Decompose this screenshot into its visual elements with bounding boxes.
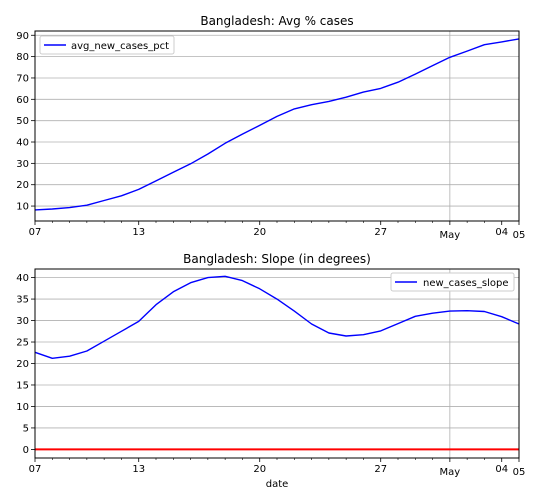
chart-slope: Bangladesh: Slope (in degrees) 051015202… xyxy=(16,252,525,490)
x-axis-label: date xyxy=(266,479,289,490)
legend: new_cases_slope xyxy=(390,272,515,292)
x-tick-label: May xyxy=(440,467,461,478)
chart-title: Bangladesh: Slope (in degrees) xyxy=(183,252,371,266)
y-tick-label: 5 xyxy=(23,423,29,434)
y-tick-label: 60 xyxy=(16,95,29,106)
y-tick-label: 30 xyxy=(16,316,29,327)
x-tick-label: 05 xyxy=(513,467,526,478)
y-tick-label: 70 xyxy=(16,73,29,84)
y-tick-label: 30 xyxy=(16,159,29,170)
chart-title: Bangladesh: Avg % cases xyxy=(200,14,353,28)
x-tick-label: 04 xyxy=(495,227,508,238)
y-tick-label: 0 xyxy=(23,445,29,456)
x-tick-label: 13 xyxy=(132,464,145,475)
y-tick-label: 15 xyxy=(16,380,29,391)
y-tick-label: 25 xyxy=(16,338,29,349)
legend-label-new-cases-slope: new_cases_slope xyxy=(423,278,508,289)
chart-avg-cases: Bangladesh: Avg % cases 10 20 30 40 50 60 70 80… xyxy=(16,14,525,241)
x-tick-label: 13 xyxy=(132,227,145,238)
y-tick-label: 40 xyxy=(16,138,29,149)
y-tick-label: 10 xyxy=(16,202,29,213)
x-tick-label: 07 xyxy=(29,464,42,475)
y-tick-label: 10 xyxy=(16,402,29,413)
legend: avg_new_cases_pct xyxy=(39,35,175,55)
series-line-new-cases-slope xyxy=(34,275,520,359)
x-tick-label: 20 xyxy=(253,464,266,475)
x-tick-label: 27 xyxy=(374,464,387,475)
x-tick-label: 05 xyxy=(513,230,526,241)
x-tick-label: May xyxy=(440,230,461,241)
y-tick-label: 35 xyxy=(16,295,29,306)
x-tick-label: 07 xyxy=(29,227,42,238)
legend-box xyxy=(390,272,515,292)
axes-frame xyxy=(34,268,520,459)
y-tick-label: 50 xyxy=(16,116,29,127)
x-tick-label: 27 xyxy=(374,227,387,238)
axes-frame xyxy=(34,30,520,222)
y-tick-label: 20 xyxy=(16,180,29,191)
y-tick-label: 80 xyxy=(16,52,29,63)
y-tick-label: 20 xyxy=(16,359,29,370)
x-tick-label: 04 xyxy=(495,464,508,475)
y-tick-label: 90 xyxy=(16,31,29,42)
legend-label-avg-new-cases-pct: avg_new_cases_pct xyxy=(71,41,169,52)
x-tick-label: 20 xyxy=(253,227,266,238)
legend-box xyxy=(39,35,175,55)
y-tick-label: 40 xyxy=(16,273,29,284)
